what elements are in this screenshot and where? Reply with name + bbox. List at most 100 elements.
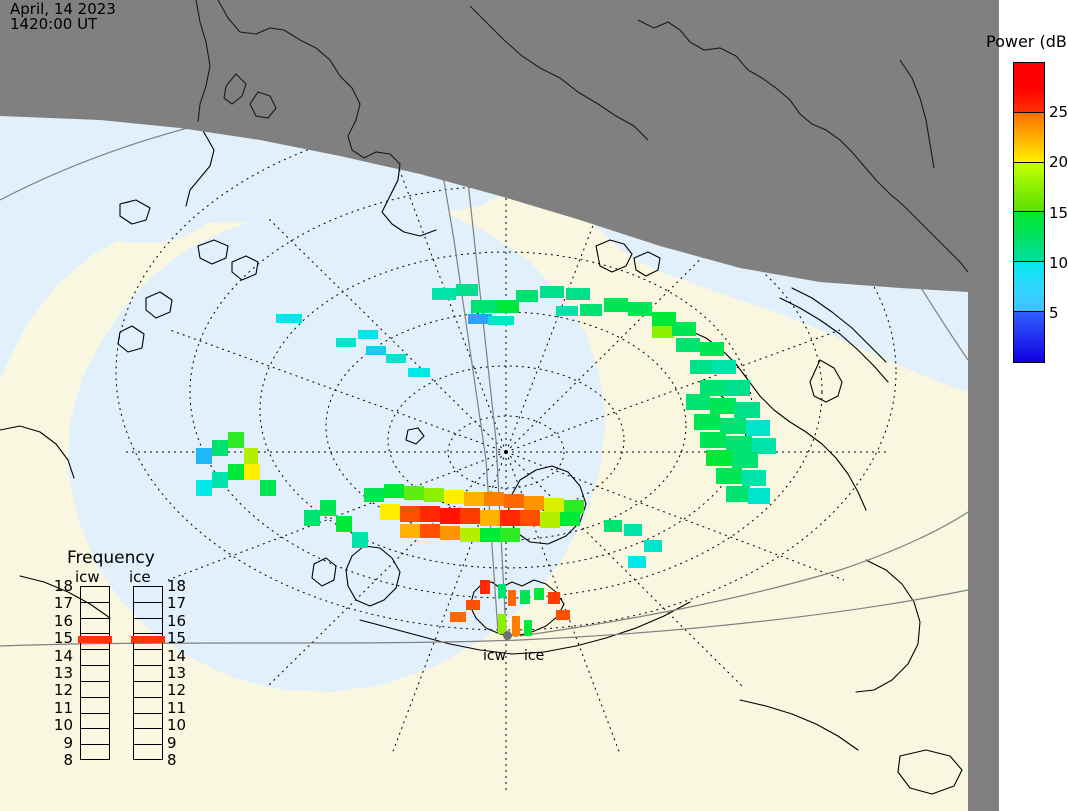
scatter-cell [196, 448, 212, 464]
frequency-legend-title: Frequency [67, 548, 155, 568]
frequency-bar-icw [78, 586, 112, 760]
frequency-tick-left-10: 10 [53, 716, 73, 735]
scatter-cell [700, 342, 724, 356]
map-canvas [0, 0, 968, 811]
colorbar-segment-5 [1014, 312, 1044, 362]
scatter-cell [196, 480, 212, 496]
frequency-row [134, 666, 162, 682]
scatter-cell [497, 300, 519, 313]
frequency-tick-right-10: 10 [167, 716, 187, 735]
scatter-cell [444, 490, 464, 504]
scatter-cell [580, 304, 602, 316]
colorbar-segment-0 [1014, 63, 1044, 113]
frequency-row [134, 587, 162, 603]
frequency-row [81, 698, 109, 714]
scatter-cell [524, 620, 532, 636]
scatter-cell [420, 506, 440, 522]
scatter-cell [726, 486, 750, 502]
frequency-row [81, 714, 109, 730]
scatter-cell [488, 316, 514, 325]
scatter-cell [504, 494, 524, 508]
scatter-cell [564, 500, 584, 514]
frequency-tick-left-15: 15 [53, 629, 73, 648]
scatter-cell [480, 510, 500, 526]
scatter-cell [466, 600, 480, 610]
frequency-row [134, 714, 162, 730]
scatter-cell [498, 584, 506, 598]
scatter-cell [460, 508, 480, 524]
frequency-tick-right-14: 14 [167, 646, 187, 665]
scatter-cell [752, 438, 776, 454]
scatter-cell [400, 506, 420, 522]
scatter-cell [260, 480, 276, 496]
right-gutter-night [968, 0, 999, 811]
scatter-cell [212, 472, 228, 488]
scatter-cell [700, 380, 726, 396]
scatter-cell [726, 436, 752, 452]
frequency-row [81, 682, 109, 698]
scatter-cell [540, 286, 564, 298]
backscatter-cells [196, 284, 776, 636]
scatter-cell [464, 492, 484, 506]
frequency-tick-left-16: 16 [53, 611, 73, 630]
scatter-cell [500, 510, 520, 526]
frequency-row [134, 634, 162, 651]
time-label: 1420:00 UT [10, 15, 98, 33]
frequency-row [81, 634, 109, 651]
scatter-cell [468, 314, 492, 324]
frequency-tick-right-13: 13 [167, 664, 187, 682]
solar-terminator-shading [0, 0, 968, 292]
frequency-tick-left-12: 12 [53, 681, 73, 700]
scatter-cell [690, 360, 714, 374]
frequency-tick-right-12: 12 [167, 681, 187, 700]
scatter-cell [450, 612, 466, 622]
scatter-cell [408, 368, 430, 377]
frequency-row [81, 587, 109, 603]
frequency-row [81, 650, 109, 667]
scatter-cell [548, 592, 560, 604]
scatter-cell [244, 464, 260, 480]
scatter-cell [440, 508, 460, 524]
scatter-cell [748, 488, 770, 504]
scatter-cell [384, 484, 404, 498]
site-label-ice: ice [524, 648, 545, 664]
site-label-icw: icw [483, 648, 507, 664]
scatter-cell [644, 540, 662, 552]
scatter-cell [480, 528, 500, 542]
scatter-cell [676, 338, 700, 352]
scatter-cell [512, 616, 520, 636]
frequency-tick-left-11: 11 [53, 698, 73, 717]
frequency-bar-ice [131, 586, 165, 760]
frequency-tick-right-8: 8 [167, 751, 177, 769]
frequency-row [81, 619, 109, 635]
colorbar-tick-5: 5 [1049, 303, 1059, 322]
scatter-cell [336, 516, 352, 532]
scatter-cell [732, 452, 758, 468]
frequency-tick-right-11: 11 [167, 698, 187, 717]
scatter-cell [336, 338, 356, 347]
colorbar-title: Power (dB) [986, 32, 1068, 51]
scatter-cell [544, 498, 564, 512]
scatter-cell [244, 448, 258, 464]
scatter-cell [228, 432, 244, 448]
scatter-cell [734, 402, 760, 418]
scatter-cell [424, 488, 444, 502]
scatter-cell [508, 590, 516, 606]
scatter-cell [706, 450, 732, 466]
scatter-cell [710, 398, 736, 414]
scatter-cell [516, 290, 538, 302]
frequency-row [134, 650, 162, 667]
colorbar-tick-10: 10 [1049, 253, 1068, 272]
frequency-row [81, 603, 109, 619]
colorbar-segment-3 [1014, 212, 1044, 263]
scatter-cell [520, 510, 540, 526]
scatter-cell [604, 298, 628, 312]
scatter-cell [471, 300, 497, 313]
scatter-cell [440, 526, 460, 540]
colorbar-segment-4 [1014, 262, 1044, 313]
frequency-tick-right-9: 9 [167, 733, 177, 752]
frequency-row [134, 603, 162, 619]
scatter-cell [420, 524, 440, 538]
scatter-cell [456, 284, 478, 296]
